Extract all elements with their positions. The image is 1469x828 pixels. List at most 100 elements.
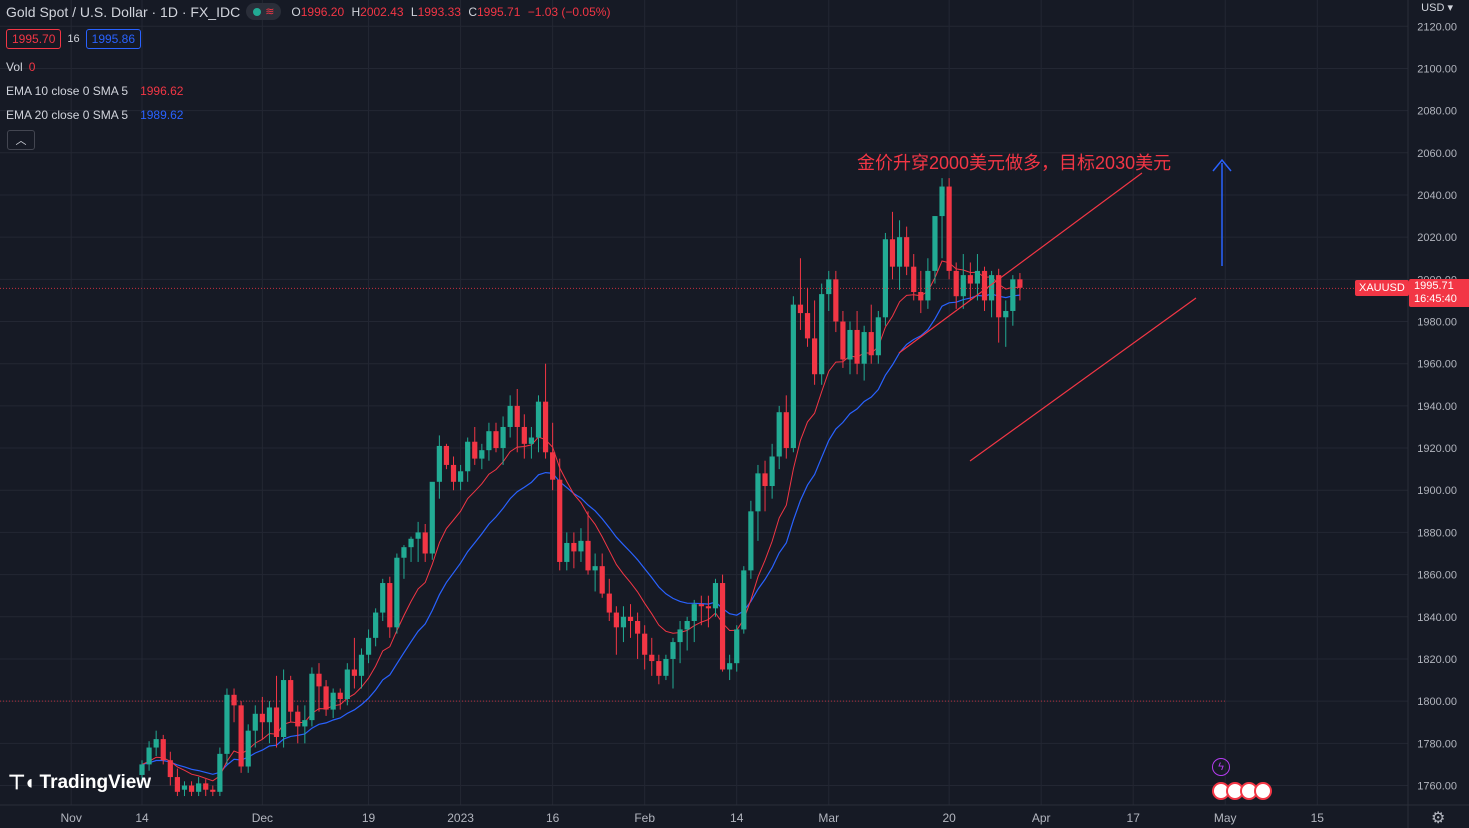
channel-lower-trendline: [969, 297, 1197, 462]
candle-body: [840, 321, 846, 360]
ema10-legend[interactable]: EMA 10 close 0 SMA 5 1996.62: [6, 84, 183, 98]
candle-body: [252, 713, 258, 731]
candle-body: [493, 431, 499, 449]
candle-body: [415, 532, 421, 539]
ema20-label: EMA 20 close 0 SMA 5: [6, 108, 129, 122]
x-tick-label: 2023: [447, 811, 474, 825]
candle-body: [599, 566, 605, 594]
candle-body: [542, 401, 549, 453]
candle-body: [295, 711, 301, 727]
candle-body: [316, 673, 322, 687]
candle-body: [904, 237, 910, 267]
candle-body: [826, 279, 832, 295]
candle-body: [748, 511, 754, 571]
candle-body: [585, 540, 591, 571]
ema10-line: [141, 260, 1020, 782]
trade-panel: 1995.70 16 1995.86: [6, 29, 142, 49]
x-tick-label: 15: [1311, 811, 1325, 825]
ema20-line: [141, 293, 1020, 775]
sell-button[interactable]: 1995.70: [6, 29, 62, 49]
candle-body: [302, 720, 308, 727]
logo-text: TradingView: [39, 771, 152, 793]
currency-selector[interactable]: USD ▾: [1421, 1, 1453, 14]
candle-body: [210, 789, 216, 792]
wave-icon: ≋: [265, 6, 275, 18]
candle-body: [521, 426, 527, 444]
y-tick-label: 2080.00: [1417, 106, 1457, 118]
candle-body: [875, 317, 881, 356]
candle-body: [769, 456, 775, 487]
vol-label: Vol: [6, 60, 23, 74]
candle-body: [882, 239, 888, 318]
change-value: −1.03 (−0.05%): [527, 4, 611, 19]
candle-body: [627, 616, 634, 621]
symbol-legend[interactable]: Gold Spot / U.S. Dollar · 1D · FX_IDC ≋ …: [6, 3, 614, 20]
y-tick-label: 1940.00: [1417, 401, 1457, 413]
y-tick-label: 1840.00: [1417, 612, 1457, 624]
low-label: L: [410, 4, 418, 19]
y-tick-label: 1780.00: [1417, 738, 1457, 750]
candle-body: [911, 266, 917, 292]
ema20-legend[interactable]: EMA 20 close 0 SMA 5 1989.62: [6, 108, 183, 122]
candle-body: [684, 620, 690, 630]
candle-body: [181, 785, 188, 790]
candle-body: [443, 445, 450, 465]
symbol-title[interactable]: Gold Spot / U.S. Dollar · 1D · FX_IDC: [6, 3, 241, 20]
settings-gear-icon[interactable]: ⚙: [1431, 810, 1446, 827]
tradingview-logo-icon: ⊤◖: [8, 772, 35, 794]
candle-body: [557, 479, 563, 562]
candle-body: [833, 279, 839, 322]
x-tick-label: Apr: [1032, 811, 1051, 825]
us-flag-icon: [1254, 782, 1272, 800]
high-value: 2002.43: [360, 4, 404, 19]
collapse-legend-button[interactable]: ︿: [7, 130, 35, 150]
tradingview-logo[interactable]: ⊤◖ TradingView: [8, 770, 151, 795]
candle-body: [960, 275, 966, 297]
candle-body: [741, 570, 747, 630]
candle-body: [486, 431, 492, 451]
candle-body: [656, 661, 662, 676]
y-tick-label: 2040.00: [1417, 190, 1457, 202]
chart-annotation[interactable]: 金价升穿2000美元做多，目标2030美元: [857, 153, 1172, 173]
candle-body: [139, 764, 145, 775]
candle-body: [309, 673, 315, 721]
x-tick-label: Dec: [252, 811, 273, 825]
candle-body: [507, 405, 513, 427]
candle-body: [861, 332, 867, 364]
candle-body: [896, 237, 903, 267]
candle-body: [642, 633, 648, 655]
candle-body: [550, 452, 556, 480]
candle-body: [797, 304, 804, 314]
y-tick-label: 2100.00: [1417, 63, 1457, 75]
vol-legend[interactable]: Vol 0: [6, 60, 35, 74]
chevron-down-icon: ▾: [1447, 2, 1453, 14]
candle-body: [727, 663, 733, 670]
buy-button[interactable]: 1995.86: [85, 29, 142, 49]
economic-events[interactable]: [1212, 782, 1272, 800]
market-open-dot-icon: [253, 7, 262, 16]
candle-body: [273, 707, 280, 737]
low-value: 1993.33: [417, 4, 461, 19]
candle-body: [712, 583, 719, 609]
target-arrow-head: [1212, 158, 1232, 172]
candle-body: [351, 669, 357, 676]
chevron-up-icon: ︿: [15, 135, 27, 147]
candle-body: [472, 441, 478, 459]
candle-body: [854, 329, 860, 364]
candle-body: [698, 604, 704, 607]
candle-body: [783, 412, 789, 449]
close-label: C: [468, 4, 477, 19]
candle-body: [458, 471, 464, 482]
last-price-tag: 1995.71 16:45:40: [1409, 279, 1469, 307]
lightning-event-icon[interactable]: ϟ: [1212, 758, 1230, 776]
candle-body: [1010, 279, 1016, 311]
candle-body: [719, 583, 726, 670]
market-status-pill[interactable]: ≋: [246, 3, 282, 20]
candle-body: [528, 437, 534, 444]
close-value: 1995.71: [476, 4, 521, 19]
candle-body: [330, 692, 336, 710]
candle-body: [535, 401, 542, 438]
symbol-price-tag: XAUUSD: [1355, 280, 1409, 296]
x-tick-label: 17: [1127, 811, 1141, 825]
